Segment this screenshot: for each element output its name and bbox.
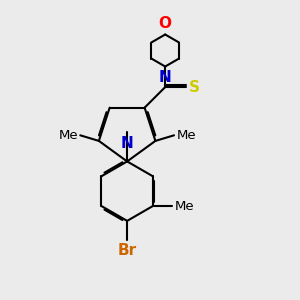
Text: N: N	[121, 136, 134, 151]
Text: N: N	[159, 70, 172, 85]
Text: Me: Me	[58, 129, 78, 142]
Text: Br: Br	[118, 243, 137, 258]
Text: Me: Me	[176, 129, 196, 142]
Text: S: S	[188, 80, 200, 94]
Text: Me: Me	[175, 200, 194, 212]
Text: O: O	[159, 16, 172, 31]
